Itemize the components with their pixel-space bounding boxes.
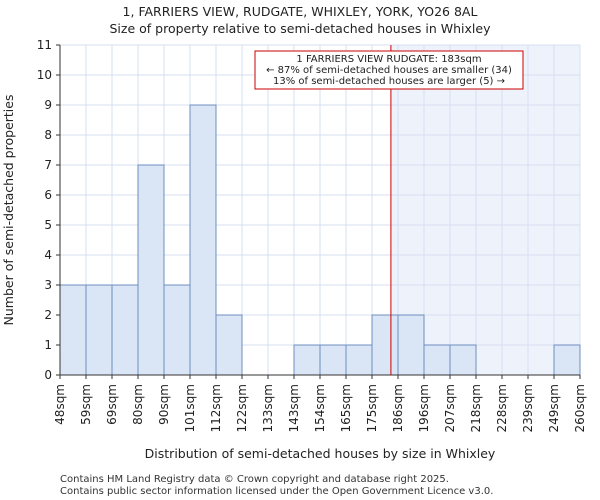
x-tick-label: 165sqm [339,384,353,432]
y-axis-label: Number of semi-detached properties [1,95,16,326]
y-tick-label: 10 [37,68,52,82]
bar [111,284,139,376]
y-tick-label: 7 [44,158,52,172]
x-tick-label: 154sqm [313,384,327,432]
x-tick-label: 112sqm [209,384,223,432]
x-tick-label: 218sqm [469,384,483,432]
y-tick-label: 0 [44,368,52,382]
x-tick-label: 122sqm [235,384,249,432]
x-axis-label: Distribution of semi-detached houses by … [145,446,496,461]
x-tick-label: 228sqm [495,384,509,432]
footer-line-2: Contains public sector information licen… [60,486,493,497]
annotation-box [254,50,524,90]
annotation-line-2: ← 87% of semi-detached houses are smalle… [266,65,512,76]
footer-line-1: Contains HM Land Registry data © Crown c… [60,474,449,485]
bar [319,344,347,376]
y-tick-label: 11 [37,38,52,52]
bar [345,344,373,376]
bar [189,104,217,376]
bar [137,164,165,376]
bar [553,344,581,376]
chart-subtitle: Size of property relative to semi-detach… [110,21,492,36]
bar [215,314,243,376]
bar [163,284,191,376]
y-tick-label: 8 [44,128,52,142]
y-tick-label: 6 [44,188,52,202]
x-tick-label: 249sqm [547,384,561,432]
x-tick-label: 260sqm [573,384,587,432]
bar [397,314,425,376]
y-tick-label: 3 [44,278,52,292]
plot-area: 0 1 2 3 4 5 6 7 8 9 10 11 48sqm 59sqm 69sqm 80sqm 90sqm 1… [37,38,587,432]
chart-title: 1, FARRIERS VIEW, RUDGATE, WHIXLEY, YORK… [123,4,478,19]
annotation-line-3: 13% of semi-detached houses are larger (… [273,76,505,87]
x-tick-label: 59sqm [79,384,93,425]
y-tick-label: 5 [44,218,52,232]
bar [423,344,451,376]
x-tick-label: 90sqm [157,384,171,425]
bar [293,344,321,376]
x-tick-label: 143sqm [287,384,301,432]
bar [449,344,477,376]
x-tick-label: 207sqm [443,384,457,432]
x-tick-label: 239sqm [521,384,535,432]
x-tick-label: 101sqm [183,384,197,432]
bar [59,284,87,376]
y-tick-label: 2 [44,308,52,322]
bar [85,284,113,376]
x-tick-label: 48sqm [53,384,67,425]
x-tick-label: 80sqm [131,384,145,425]
x-tick-label: 186sqm [391,384,405,432]
bar [371,314,399,376]
y-tick-label: 4 [44,248,52,262]
y-tick-label: 1 [44,338,52,352]
x-tick-label: 196sqm [417,384,431,432]
x-tick-label: 69sqm [105,384,119,425]
annotation-line-1: 1 FARRIERS VIEW RUDGATE: 183sqm [296,54,481,65]
x-tick-label: 175sqm [365,384,379,432]
y-tick-label: 9 [44,98,52,112]
x-tick-label: 133sqm [261,384,275,432]
